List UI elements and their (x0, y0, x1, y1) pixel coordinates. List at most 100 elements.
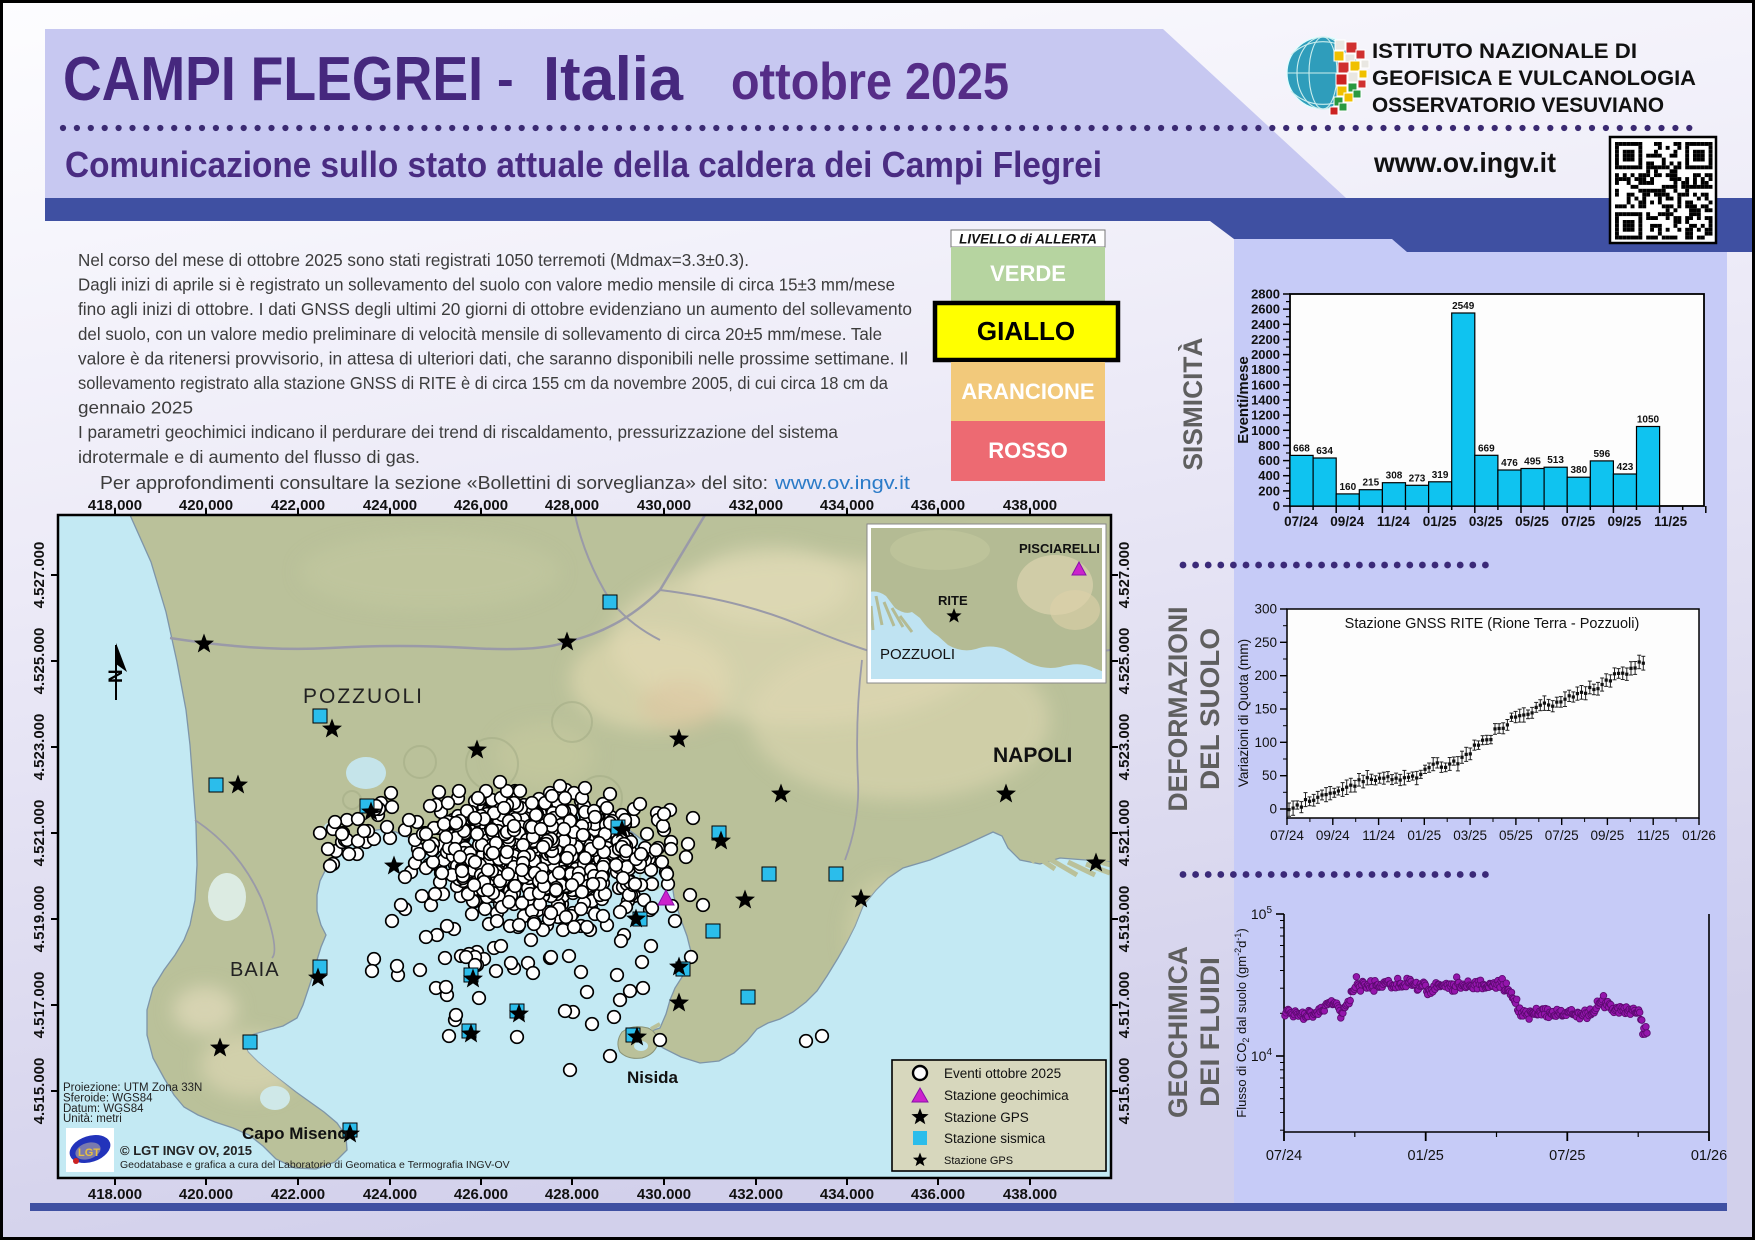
svg-text:4.525.000: 4.525.000 (1116, 628, 1133, 695)
svg-text:Capo Miseno: Capo Miseno (242, 1124, 348, 1143)
svg-text:Proiezione: UTM Zona 33N: Proiezione: UTM Zona 33N (63, 1082, 202, 1094)
svg-text:www.ov.ingv.it: www.ov.ingv.it (774, 472, 910, 493)
svg-text:POZZUOLI: POZZUOLI (880, 646, 955, 663)
svg-text:N: N (106, 669, 127, 683)
svg-text:150: 150 (1254, 702, 1277, 717)
svg-text:sollevamento registrato alla s: sollevamento registrato alla stazione GN… (78, 373, 888, 393)
svg-text:422.000: 422.000 (271, 497, 325, 514)
svg-text:del suolo, con un valore medio: del suolo, con un valore medio prelimina… (78, 324, 882, 344)
svg-text:273: 273 (1409, 473, 1426, 484)
svg-text:11/25: 11/25 (1637, 828, 1670, 843)
svg-text:2800: 2800 (1251, 287, 1280, 302)
svg-text:476: 476 (1501, 458, 1518, 469)
svg-text:418.000: 418.000 (88, 1186, 142, 1203)
svg-text:Variazioni di Quota (mm): Variazioni di Quota (mm) (1236, 639, 1251, 787)
svg-text:09/25: 09/25 (1608, 514, 1642, 529)
svg-text:0: 0 (1273, 499, 1280, 514)
svg-text:09/25: 09/25 (1591, 828, 1625, 843)
svg-text:DEFORMAZIONI: DEFORMAZIONI (1163, 607, 1193, 812)
svg-text:07/25: 07/25 (1549, 1148, 1585, 1164)
svg-text:Nel corso del mese di ottobre: Nel corso del mese di ottobre 2025 sono … (78, 250, 749, 270)
svg-text:250: 250 (1254, 635, 1277, 650)
svg-text:430.000: 430.000 (637, 497, 691, 514)
svg-text:596: 596 (1593, 449, 1610, 460)
svg-text:OSSERVATORIO VESUVIANO: OSSERVATORIO VESUVIANO (1372, 94, 1664, 117)
svg-text:POZZUOLI: POZZUOLI (303, 685, 424, 708)
svg-text:215: 215 (1362, 478, 1379, 489)
svg-text:07/24: 07/24 (1270, 828, 1304, 843)
svg-text:11/24: 11/24 (1362, 828, 1395, 843)
svg-text:Dagli inizi di aprile si è reg: Dagli inizi di aprile si è registrato un… (78, 275, 895, 295)
svg-text:Stazione GPS: Stazione GPS (944, 1110, 1029, 1125)
svg-text:Stazione GNSS RITE (Rione Terr: Stazione GNSS RITE (Rione Terra - Pozzuo… (1345, 616, 1640, 632)
svg-text:fino agli inizi di ottobre. I: fino agli inizi di ottobre. I dati GNSS … (78, 299, 912, 319)
svg-text:434.000: 434.000 (820, 497, 874, 514)
svg-text:424.000: 424.000 (363, 1186, 417, 1203)
svg-text:01/25: 01/25 (1407, 828, 1441, 843)
svg-text:422.000: 422.000 (271, 1186, 325, 1203)
svg-text:11/25: 11/25 (1654, 514, 1688, 529)
svg-text:LIVELLO di ALLERTA: LIVELLO di ALLERTA (959, 232, 1097, 247)
svg-text:4.525.000: 4.525.000 (31, 628, 48, 695)
svg-text:ISTITUTO NAZIONALE DI: ISTITUTO NAZIONALE DI (1372, 39, 1637, 63)
svg-text:1200: 1200 (1251, 408, 1280, 423)
svg-text:www.ov.ingv.it: www.ov.ingv.it (1373, 147, 1556, 178)
svg-text:-: - (497, 51, 514, 107)
svg-text:01/26: 01/26 (1682, 828, 1716, 843)
svg-text:BAIA: BAIA (230, 959, 280, 981)
svg-text:4.523.000: 4.523.000 (31, 714, 48, 781)
svg-text:2200: 2200 (1251, 332, 1280, 347)
svg-text:160: 160 (1339, 482, 1356, 493)
svg-text:DEI FLUIDI: DEI FLUIDI (1195, 957, 1225, 1107)
svg-text:423: 423 (1617, 462, 1634, 473)
svg-text:426.000: 426.000 (454, 497, 508, 514)
svg-text:01/25: 01/25 (1408, 1148, 1444, 1164)
svg-text:430.000: 430.000 (637, 1186, 691, 1203)
svg-text:669: 669 (1478, 443, 1495, 454)
svg-text:Eventi ottobre 2025: Eventi ottobre 2025 (944, 1066, 1061, 1081)
svg-text:07/24: 07/24 (1266, 1148, 1302, 1164)
svg-text:1800: 1800 (1251, 362, 1280, 377)
svg-text:513: 513 (1547, 455, 1564, 466)
svg-text:2000: 2000 (1251, 347, 1280, 362)
svg-text:2600: 2600 (1251, 302, 1280, 317)
svg-text:GEOCHIMICA: GEOCHIMICA (1163, 946, 1193, 1118)
svg-text:4.519.000: 4.519.000 (31, 886, 48, 953)
svg-text:0: 0 (1269, 802, 1277, 817)
svg-text:LGT: LGT (78, 1147, 100, 1159)
svg-text:11/24: 11/24 (1377, 514, 1411, 529)
svg-text:Stazione geochimica: Stazione geochimica (944, 1088, 1069, 1103)
svg-text:432.000: 432.000 (729, 1186, 783, 1203)
svg-text:100: 100 (1254, 735, 1277, 750)
svg-text:DEL SUOLO: DEL SUOLO (1195, 628, 1225, 790)
svg-text:Eventi/mese: Eventi/mese (1235, 356, 1252, 444)
svg-text:495: 495 (1524, 457, 1541, 468)
svg-text:300: 300 (1254, 602, 1277, 617)
svg-text:4.527.000: 4.527.000 (31, 542, 48, 609)
svg-text:308: 308 (1386, 471, 1403, 482)
svg-text:426.000: 426.000 (454, 1186, 508, 1203)
svg-text:09/24: 09/24 (1316, 828, 1350, 843)
svg-text:436.000: 436.000 (911, 1186, 965, 1203)
svg-text:Datum: WGS84: Datum: WGS84 (63, 1103, 144, 1115)
svg-text:1050: 1050 (1637, 415, 1660, 426)
svg-text:1000: 1000 (1251, 423, 1280, 438)
svg-text:50: 50 (1262, 768, 1277, 783)
svg-text:Flusso di CO2 dal suolo (gm-2d: Flusso di CO2 dal suolo (gm-2d-1) (1233, 928, 1251, 1117)
svg-text:634: 634 (1316, 446, 1333, 457)
svg-text:valore è da ritenersi provviso: valore è da ritenersi provvisorio, in at… (78, 348, 908, 368)
svg-text:2549: 2549 (1452, 301, 1475, 312)
svg-text:ottobre 2025: ottobre 2025 (731, 53, 1009, 111)
svg-text:VERDE: VERDE (990, 261, 1066, 286)
svg-text:4.515.000: 4.515.000 (31, 1058, 48, 1125)
svg-text:1400: 1400 (1251, 393, 1280, 408)
svg-text:07/24: 07/24 (1284, 514, 1318, 529)
svg-text:I parametri geochimici indican: I parametri geochimici indicano il perdu… (78, 422, 838, 442)
svg-text:GEOFISICA E VULCANOLOGIA: GEOFISICA E VULCANOLOGIA (1372, 66, 1696, 90)
svg-text:03/25: 03/25 (1469, 514, 1503, 529)
svg-text:05/25: 05/25 (1515, 514, 1549, 529)
svg-text:SISMICITÀ: SISMICITÀ (1177, 338, 1208, 471)
svg-text:07/25: 07/25 (1545, 828, 1579, 843)
svg-text:668: 668 (1293, 443, 1310, 454)
svg-text:424.000: 424.000 (363, 497, 417, 514)
